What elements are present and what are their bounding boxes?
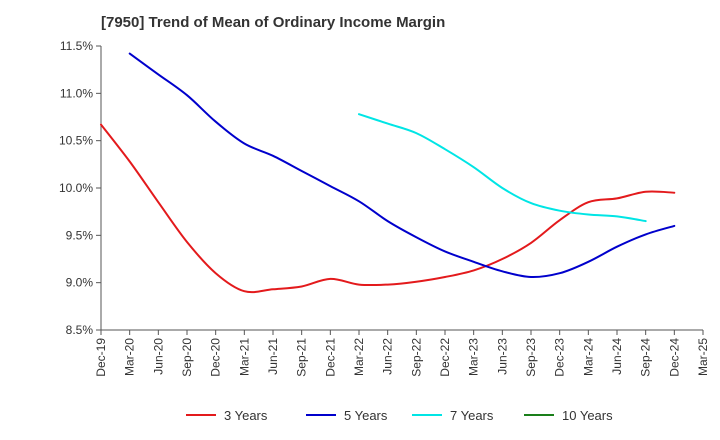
x-tick-label: Jun-21	[266, 338, 280, 375]
x-tick-label: Jun-22	[381, 338, 395, 375]
series-line-5-years	[128, 52, 676, 279]
x-tick-label: Mar-20	[123, 338, 137, 376]
x-tick-label: Sep-20	[180, 338, 194, 377]
series-lines	[100, 52, 676, 294]
series-line-7-years	[358, 113, 647, 223]
chart-title: [7950] Trend of Mean of Ordinary Income …	[101, 14, 446, 31]
x-tick-label: Jun-24	[610, 338, 624, 375]
legend-label-5-years: 5 Years	[344, 408, 388, 423]
y-tick-label: 11.5%	[60, 39, 93, 53]
x-tick-label: Mar-24	[581, 338, 595, 376]
x-tick-label: Sep-24	[639, 338, 653, 377]
x-tick-label: Mar-22	[352, 338, 366, 376]
y-tick-label: 10.0%	[59, 181, 93, 195]
y-tick-label: 11.0%	[60, 86, 93, 100]
x-tick-label: Dec-20	[209, 338, 223, 377]
x-tick-label: Mar-23	[467, 338, 481, 376]
x-tick-label: Sep-22	[409, 338, 423, 377]
y-tick-label: 10.5%	[59, 134, 93, 148]
x-tick-label: Jun-20	[151, 338, 165, 375]
x-tick-label: Dec-22	[438, 338, 452, 377]
x-tick-label: Dec-23	[553, 338, 567, 377]
y-tick-label: 9.0%	[66, 276, 94, 290]
x-tick-label: Mar-21	[237, 338, 251, 376]
x-tick-label: Dec-21	[323, 338, 337, 377]
x-tick-label: Dec-24	[667, 338, 681, 377]
legend-label-3-years: 3 Years	[224, 408, 268, 423]
x-tick-label: Dec-19	[94, 338, 108, 377]
x-tick-labels: Dec-19 Mar-20 Jun-20 Sep-20 Dec-20 Mar-21 Jun-…	[94, 338, 710, 377]
x-tick-label: Jun-23	[495, 338, 509, 375]
x-tick-label: Sep-21	[295, 338, 309, 377]
series-line-3-years	[100, 123, 676, 294]
legend: 3 Years 5 Years 7 Years 10 Years	[186, 408, 613, 423]
x-tick-label: Sep-23	[524, 338, 538, 377]
y-tick-label: 9.5%	[66, 228, 94, 242]
x-tick-label: Mar-25	[696, 338, 710, 376]
y-tick-labels: 8.5% 9.0% 9.5% 10.0% 10.5% 11.0% 11.5%	[59, 39, 93, 337]
axes	[96, 45, 704, 335]
legend-label-10-years: 10 Years	[562, 408, 613, 423]
legend-label-7-years: 7 Years	[450, 408, 494, 423]
y-tick-label: 8.5%	[66, 323, 94, 337]
